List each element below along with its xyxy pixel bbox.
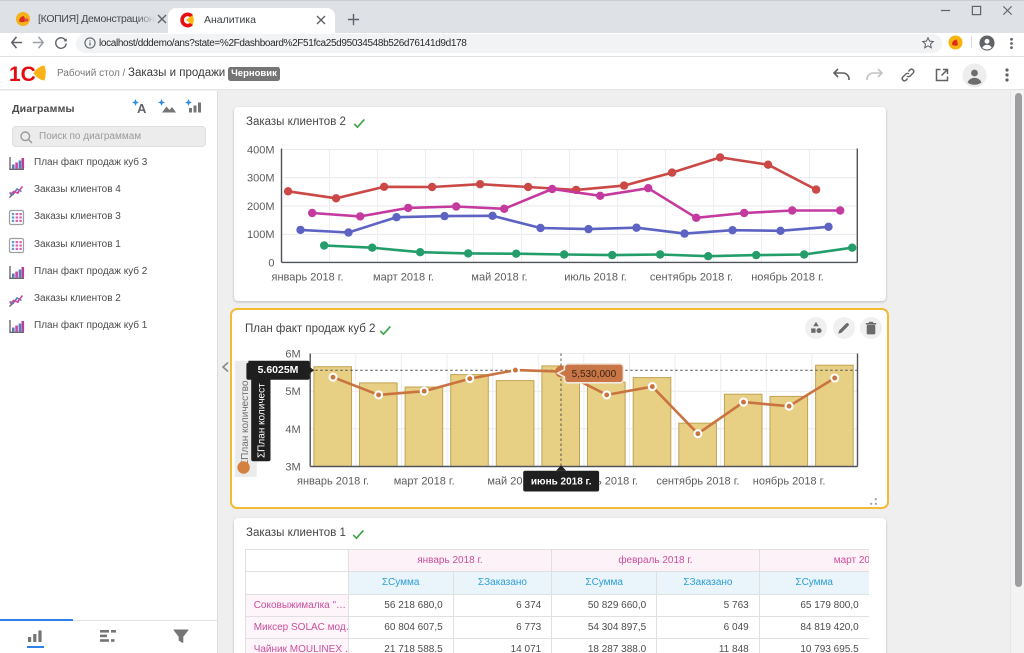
svg-text:0: 0 xyxy=(268,257,274,269)
svg-text:март 2018 г.: март 2018 г. xyxy=(373,271,434,283)
svg-text:май 2018 г.: май 2018 г. xyxy=(471,271,527,283)
svg-text:июль 2018 г.: июль 2018 г. xyxy=(564,271,627,283)
svg-text:ноябрь 2018 г.: ноябрь 2018 г. xyxy=(751,271,824,283)
svg-text:январь 2018 г.: январь 2018 г. xyxy=(271,271,343,283)
svg-text:сентябрь 2018 г.: сентябрь 2018 г. xyxy=(650,271,733,283)
svg-text:A: A xyxy=(137,101,147,116)
svg-text:100M: 100M xyxy=(247,229,275,241)
svg-text:1С: 1С xyxy=(10,63,36,84)
svg-text:400M: 400M xyxy=(247,145,275,157)
svg-text:200M: 200M xyxy=(247,201,275,213)
svg-text:300M: 300M xyxy=(247,173,275,185)
